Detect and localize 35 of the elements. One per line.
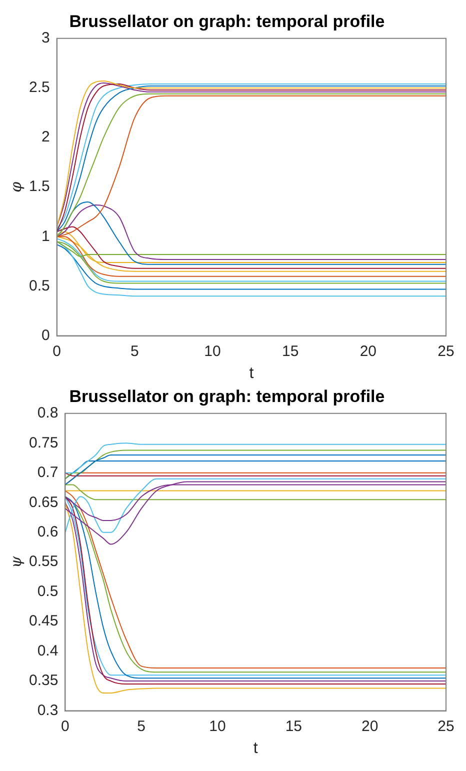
y-tick-label: 0.6 [37, 524, 58, 540]
x-tick-label: 0 [61, 718, 70, 735]
y-tick-label: 2 [42, 128, 50, 146]
y-tick-label: 0.55 [28, 553, 58, 570]
y-tick-label: 3 [42, 30, 50, 47]
y-tick-label: 1 [42, 228, 50, 245]
y-tick-label: 0.5 [28, 277, 50, 294]
y-tick-label: 0.65 [28, 494, 58, 511]
y-tick-label: 0.3 [37, 702, 58, 719]
y-tick-label: 0.7 [37, 464, 58, 482]
x-tick-label: 15 [282, 342, 299, 360]
y-tick-label: 0.35 [28, 672, 58, 690]
y-tick-label: 0.75 [28, 434, 58, 452]
x-tick-label: 25 [438, 718, 454, 735]
y-tick-label: 0 [42, 326, 50, 344]
y-axis-title: φ [6, 181, 25, 192]
x-tick-label: 10 [204, 342, 221, 360]
x-tick-label: 5 [130, 342, 139, 360]
x-tick-label: 15 [285, 718, 302, 735]
x-axis-title: t [253, 740, 258, 757]
x-tick-label: 5 [137, 718, 146, 735]
x-tick-label: 25 [438, 342, 454, 360]
y-tick-label: 1.5 [28, 178, 50, 196]
y-axis-title: ψ [6, 556, 25, 568]
chart-title: Brussellator on graph: temporal profile [69, 12, 385, 31]
y-tick-label: 0.4 [37, 642, 58, 660]
y-tick-label: 0.45 [28, 612, 58, 630]
x-tick-label: 20 [360, 342, 377, 360]
y-tick-label: 0.8 [37, 404, 58, 422]
chart-title: Brussellator on graph: temporal profile [69, 386, 385, 406]
x-tick-label: 20 [361, 718, 378, 735]
x-tick-label: 10 [209, 718, 226, 735]
y-tick-label: 0.5 [37, 582, 58, 600]
y-tick-label: 2.5 [28, 79, 50, 96]
x-axis-title: t [249, 364, 254, 382]
